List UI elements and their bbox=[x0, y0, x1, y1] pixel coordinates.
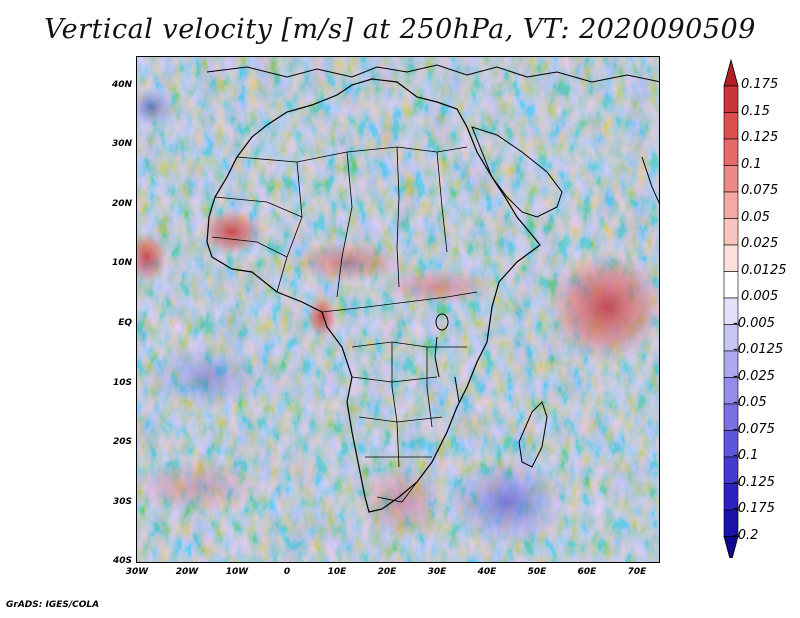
colorbar-swatch bbox=[723, 85, 739, 113]
lon-tick-label: 10E bbox=[327, 567, 347, 577]
colorbar-label: -0.1 bbox=[733, 448, 759, 463]
madagascar-coastline bbox=[518, 401, 548, 468]
colorbar-label: -0.025 bbox=[733, 368, 775, 384]
lon-tick-label: 60E bbox=[577, 567, 597, 577]
lat-tick-label: 30S bbox=[112, 497, 132, 507]
lat-tick-label: 10S bbox=[112, 378, 132, 388]
colorbar-swatch bbox=[723, 138, 739, 166]
software-credit: GrADS: IGES/COLA bbox=[6, 600, 100, 610]
colorbar-label: -0.0125 bbox=[733, 342, 784, 357]
lon-tick-label: 10W bbox=[225, 567, 249, 577]
colorbar-label: 0.075 bbox=[741, 183, 779, 198]
europe-coastline bbox=[206, 64, 659, 83]
colorbar-label: -0.175 bbox=[733, 501, 775, 516]
africa-coastline bbox=[206, 78, 541, 513]
colorbar-label: 0.1 bbox=[741, 156, 762, 172]
lat-tick-label: 10N bbox=[111, 258, 132, 268]
vertical-velocity-field bbox=[137, 57, 659, 562]
arabia-coastline bbox=[471, 126, 563, 218]
lakes bbox=[434, 313, 460, 403]
colorbar-label: 0.0125 bbox=[741, 262, 787, 278]
colorbar-label: 0.175 bbox=[741, 77, 779, 92]
lat-tick-label: 40S bbox=[112, 556, 132, 566]
map-plot-area bbox=[136, 56, 660, 563]
lon-tick-label: 40E bbox=[477, 567, 497, 577]
colorbar-swatch bbox=[723, 271, 739, 299]
colorbar-swatch bbox=[723, 244, 739, 272]
colorbar-swatch bbox=[723, 218, 739, 246]
colorbar-label: -0.125 bbox=[733, 474, 775, 490]
country-borders bbox=[211, 146, 478, 503]
lat-tick-label: EQ bbox=[118, 318, 132, 328]
colorbar-top-triangle bbox=[723, 58, 739, 87]
lon-tick-label: 70E bbox=[627, 567, 647, 577]
india-coastline bbox=[641, 156, 659, 204]
colorbar-label: 0.15 bbox=[741, 103, 770, 119]
lon-tick-label: 50E bbox=[527, 567, 547, 577]
colorbar-label: 0.05 bbox=[741, 209, 770, 225]
lon-tick-label: 30W bbox=[125, 567, 149, 577]
colorbar-bottom-triangle bbox=[723, 536, 739, 558]
lon-tick-label: 20W bbox=[175, 567, 199, 577]
lon-tick-label: 20E bbox=[377, 567, 397, 577]
colorbar-swatches bbox=[723, 58, 739, 558]
colorbar-label: -0.005 bbox=[733, 315, 775, 331]
lat-tick-label: 20N bbox=[111, 199, 132, 209]
colorbar-swatch bbox=[723, 165, 739, 193]
colorbar-swatch bbox=[723, 191, 739, 219]
colorbar-swatch bbox=[723, 112, 739, 140]
colorbar-label: -0.2 bbox=[733, 527, 759, 543]
lon-tick-label: 0 bbox=[283, 567, 291, 577]
colorbar-label: 0.025 bbox=[741, 236, 779, 251]
map-title: Vertical velocity [m/s] at 250hPa, VT: 2… bbox=[44, 14, 756, 45]
colorbar-label: -0.075 bbox=[733, 421, 775, 437]
lon-tick-label: 30E bbox=[427, 567, 447, 577]
lat-tick-label: 40N bbox=[111, 80, 132, 90]
lat-tick-label: 30N bbox=[111, 139, 132, 149]
colorbar-label: 0.005 bbox=[741, 289, 779, 304]
lat-tick-label: 20S bbox=[112, 437, 132, 447]
colorbar-label: -0.05 bbox=[733, 395, 767, 410]
colorbar-label: 0.125 bbox=[741, 130, 779, 145]
